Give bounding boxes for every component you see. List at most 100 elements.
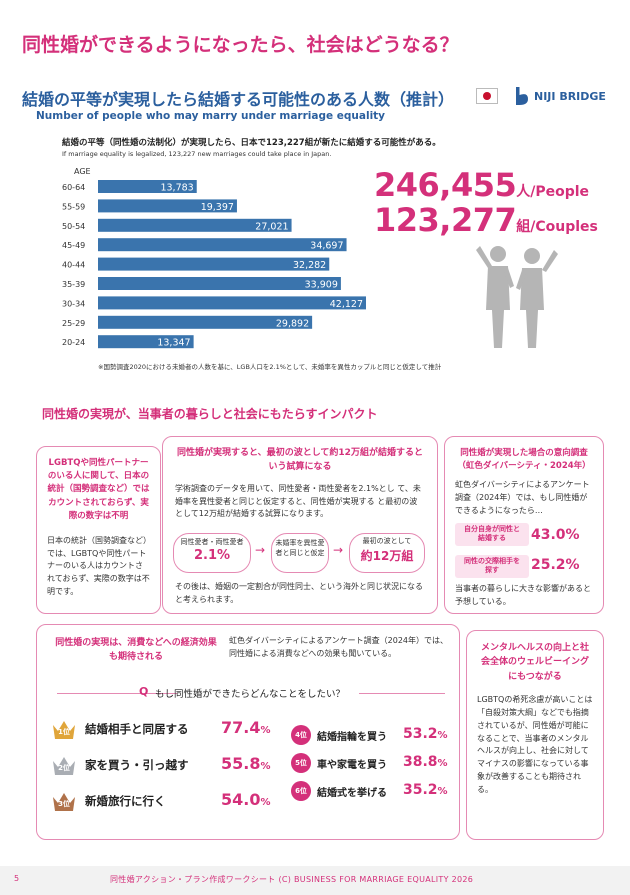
data-label: 19,397 (201, 202, 234, 213)
rank-badge: 4位 (291, 725, 311, 745)
page-title: 同性婚ができるようになったら、社会はどうなる？ (22, 34, 459, 56)
bar (98, 277, 341, 290)
couple-figures-icon (476, 246, 558, 348)
bar (98, 257, 330, 271)
arrow-right-icon: → (333, 543, 344, 557)
couples-unit: 組/Couples (516, 219, 598, 235)
chart-footnote: ※国勢調査2020における未婚者の人数を基に、LGB人口を2.1%として、未婚率… (98, 363, 442, 371)
survey-row: 自分自身が同性と結婚する (455, 523, 529, 546)
arrow-right-icon: → (255, 543, 266, 557)
divider (359, 693, 445, 694)
data-label: 42,127 (330, 299, 363, 310)
card-body: LGBTQの希死念慮が高いことは「自殺対策大綱」などでも指摘されているが、同性婚… (477, 695, 593, 794)
data-label: 13,783 (160, 183, 193, 194)
tick-label: 20-24 (62, 338, 85, 347)
niji-bridge-logo-icon (516, 87, 528, 105)
rank-badge: 5位 (291, 753, 311, 773)
card-heading: LGBTQや同性パートナーのいる人に関して、日本の統計（国勢調査など）ではカウン… (47, 458, 150, 521)
logo-text: NIJI BRIDGE (534, 90, 606, 103)
statistics-card: LGBTQや同性パートナーのいる人に関して、日本の統計（国勢調査など）ではカウン… (36, 446, 161, 614)
chart-subtitle: Number of people who may marry under mar… (36, 110, 386, 122)
economic-effect-card: 同性婚の実現は、消費などへの経済効果も期待される 虹色ダイバーシティによるアンケ… (36, 624, 460, 840)
mental-health-card: メンタルヘルスの向上と社会全体のウェルビーイングにもつながる LGBTQの希死念… (466, 630, 604, 840)
tick-label: 30-34 (62, 299, 85, 308)
rank-label: 結婚式を挙げる (317, 788, 387, 799)
bar (98, 218, 292, 232)
age-bar-chart: AGE 60-64 13,783 55-59 19,397 50-54 27,021 45-4… (62, 167, 366, 349)
survey-row: 同性の交際相手を探す (455, 555, 529, 578)
bar (98, 296, 366, 310)
card-body: 学術調査のデータを用いて、同性愛者・両性愛者を2.1%とし て、未婚率を異性愛者… (175, 483, 421, 519)
rank-value: 53.2% (403, 726, 448, 742)
card-heading: メンタルヘルスの向上と社会全体のウェルビーイングにもつながる (480, 643, 589, 682)
rank-value: 35.2% (403, 782, 448, 798)
flow-label: 未婚率を異性愛者と同じと仮定 (275, 539, 325, 557)
axis-title: AGE (74, 167, 91, 176)
footer-text: 同性婚アクション・プラン作成ワークシート (C) BUSINESS FOR MA… (110, 875, 474, 884)
flow-step-assumption: 未婚率を異性愛者と同じと仮定 (271, 533, 329, 573)
question-mark: Q (139, 685, 149, 698)
flow-value: 約12万組 (360, 548, 414, 563)
question-text: もし同性婚ができたらどんなことをしたい？ (155, 689, 346, 700)
couples-value: 123,277 (374, 201, 517, 239)
people-value: 246,455 (374, 166, 517, 204)
survey-value: 43.0% (531, 527, 580, 543)
data-label: 34,697 (310, 241, 343, 252)
crown-rank-icon: 2位 (51, 753, 77, 777)
flow-value: 2.1% (193, 547, 231, 563)
card-note: その後は、婚姻の一定割合が同性同士、という海外と同じ状況になると考えられます。 (175, 582, 423, 604)
tick-label: 55-59 (62, 202, 85, 211)
card-note: 当事者の暮らしに大きな影響があると予想している。 (455, 584, 591, 606)
flow-step-result: 最初の波として 約12万組 (349, 533, 425, 573)
chart-title: 結婚の平等が実現したら結婚する可能性のある人数（推計） (22, 90, 455, 109)
japan-flag-icon (476, 88, 498, 104)
bar (98, 199, 237, 213)
card-heading: 同性婚が実現した場合の意向調査（虹色ダイバーシティ・2024年） (457, 448, 591, 472)
survey-label: 自分自身が同性と結婚する (455, 523, 529, 546)
rank-badge: 6位 (291, 781, 311, 801)
flow-step-rate: 同性愛者・両性愛者 2.1% (173, 533, 251, 573)
couples-count: 123,277組/Couples (374, 201, 598, 239)
tick-label: 50-54 (62, 222, 85, 231)
rank-number: 1位 (58, 728, 70, 736)
card-body: 日本の統計（国勢調査など）では、LGBTQや同性パートナーのいる人はカウントされ… (47, 535, 150, 597)
rank-number: 3位 (58, 800, 70, 808)
rank-label: 車や家電を買う (317, 760, 387, 771)
survey-value: 25.2% (531, 557, 580, 573)
card-intro: 虹色ダイバーシティによるアンケート調査（2024年）では、同性婚による消費などへ… (229, 636, 448, 658)
chart-description-ja: 結婚の平等（同性婚の法制化）が実現したら、日本で123,227組が新たに結婚する… (62, 138, 441, 148)
impact-section-title: 同性婚の実現が、当事者の暮らしと社会にもたらすインパクト (42, 407, 378, 421)
tick-label: 45-49 (62, 241, 85, 250)
rank-label: 結婚相手と同居する (85, 722, 189, 736)
tick-label: 40-44 (62, 261, 85, 270)
tick-label: 35-39 (62, 280, 85, 289)
bar (98, 180, 197, 193)
flow-label: 同性愛者・両性愛者 (180, 538, 244, 546)
rank-value: 38.8% (403, 754, 448, 770)
intention-survey-card: 同性婚が実現した場合の意向調査（虹色ダイバーシティ・2024年） 虹色ダイバーシ… (444, 436, 604, 614)
bar (98, 238, 347, 252)
crown-rank-icon: 1位 (51, 717, 77, 741)
flow-label: 最初の波として (362, 537, 412, 545)
footer-bar (0, 866, 630, 895)
rank-value: 54.0% (221, 790, 271, 809)
data-label: 32,282 (293, 260, 326, 271)
rank-number: 2位 (58, 764, 70, 772)
rank-label: 家を買う・引っ越す (85, 758, 189, 772)
data-label: 33,909 (305, 280, 338, 291)
chart-description-en: If marriage equality is legalized, 123,2… (62, 150, 332, 158)
rank-label: 結婚指輪を買う (317, 732, 387, 743)
card-heading: 同性婚の実現は、消費などへの経済効果も期待される (55, 638, 217, 662)
bar (98, 315, 313, 329)
tick-label: 60-64 (62, 183, 85, 192)
tick-label: 25-29 (62, 319, 85, 328)
first-wave-card: 同性婚が実現すると、最初の波として約12万組が結婚するという試算になる 学術調査… (162, 436, 438, 614)
data-label: 27,021 (255, 221, 288, 232)
rank-value: 55.8% (221, 754, 271, 773)
bar (98, 335, 194, 349)
people-unit: 人/People (516, 184, 590, 200)
page-number: 5 (14, 874, 20, 883)
data-label: 13,347 (157, 338, 190, 349)
data-label: 29,892 (276, 318, 309, 329)
people-count: 246,455人/People (374, 166, 589, 204)
